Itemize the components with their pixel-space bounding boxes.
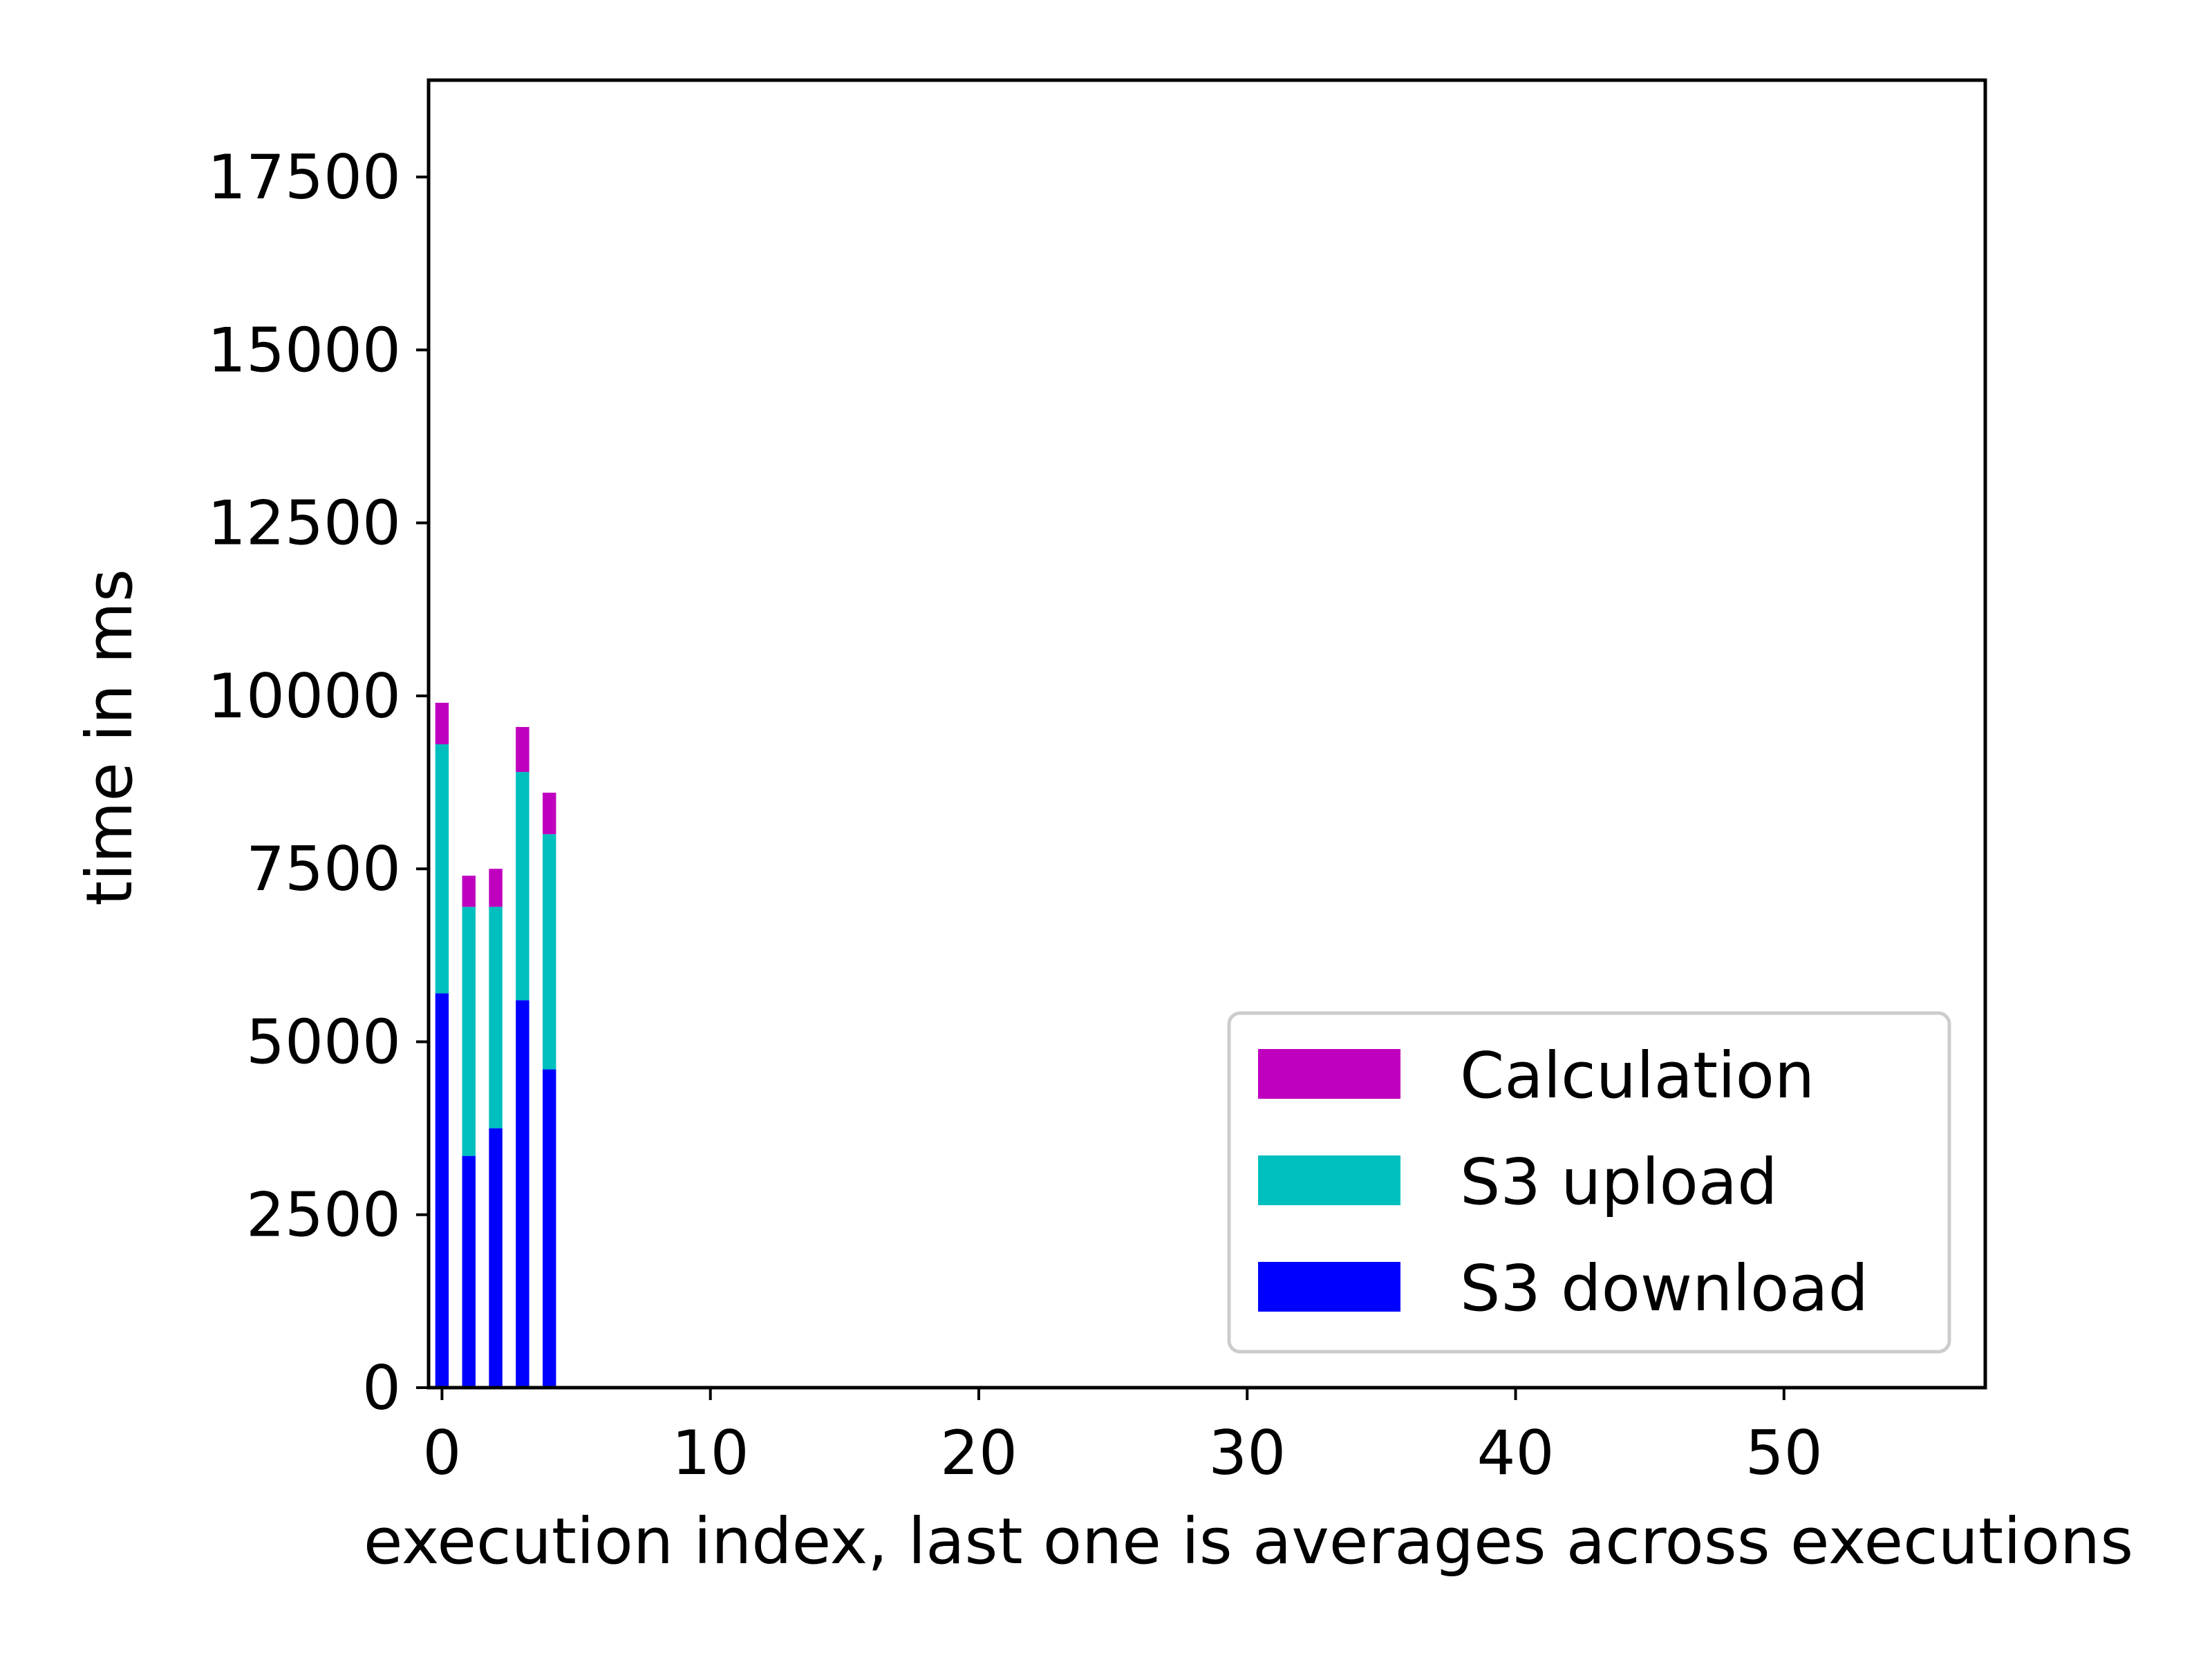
legend-box (1227, 1011, 1951, 1354)
x-tick-label: 20 (940, 1417, 1018, 1489)
bar-s3-download-0 (435, 993, 449, 1388)
bar-calculation-0 (435, 702, 449, 745)
bar-s3-upload-2 (489, 907, 503, 1129)
bar-calculation-1 (462, 876, 476, 907)
legend-label-calculation: Calculation (1460, 1039, 1815, 1113)
legend-swatch-calculation (1258, 1049, 1400, 1099)
y-tick-label: 10000 (207, 661, 401, 732)
y-axis-label: time in ms (73, 569, 147, 906)
bars-layer (435, 702, 556, 1388)
plot-frame (427, 78, 1987, 1390)
legend-swatch-s3-upload (1258, 1155, 1400, 1205)
x-axis: 0 10 20 30 40 50 (422, 1388, 1823, 1489)
x-tick-label: 50 (1745, 1417, 1823, 1489)
legend-label-s3-download: S3 download (1460, 1252, 1868, 1325)
legend: Calculation S3 upload S3 download (1227, 1011, 1951, 1354)
x-tick-label: 40 (1477, 1417, 1555, 1489)
x-tick-label: 10 (672, 1417, 749, 1489)
bar-s3-download-1 (462, 1155, 476, 1388)
y-tick-label: 15000 (207, 314, 401, 386)
bar-s3-download-4 (543, 1069, 556, 1388)
legend-label-s3-upload: S3 upload (1460, 1145, 1778, 1219)
bar-s3-upload-1 (462, 907, 476, 1156)
y-tick-label: 2500 (246, 1180, 401, 1251)
y-axis: 0 2500 5000 7500 10000 12500 15000 17500 (207, 142, 429, 1424)
bar-s3-upload-4 (543, 834, 556, 1070)
x-tick-label: 0 (422, 1417, 461, 1489)
legend-swatch-s3-download (1258, 1262, 1400, 1312)
y-tick-label: 17500 (207, 142, 401, 213)
y-tick-label: 0 (362, 1352, 401, 1424)
x-tick-label: 30 (1208, 1417, 1286, 1489)
y-tick-label: 5000 (246, 1006, 401, 1077)
bar-s3-upload-0 (435, 744, 449, 994)
bar-calculation-2 (489, 869, 503, 907)
y-tick-label: 12500 (207, 488, 401, 559)
x-axis-label: execution index, last one is averages ac… (364, 1504, 2133, 1578)
bar-s3-download-2 (489, 1128, 503, 1388)
bar-s3-download-3 (516, 1000, 529, 1388)
bar-s3-upload-3 (516, 772, 529, 1001)
bar-calculation-3 (516, 726, 529, 773)
bar-calculation-4 (543, 793, 556, 835)
y-tick-label: 7500 (246, 833, 401, 905)
